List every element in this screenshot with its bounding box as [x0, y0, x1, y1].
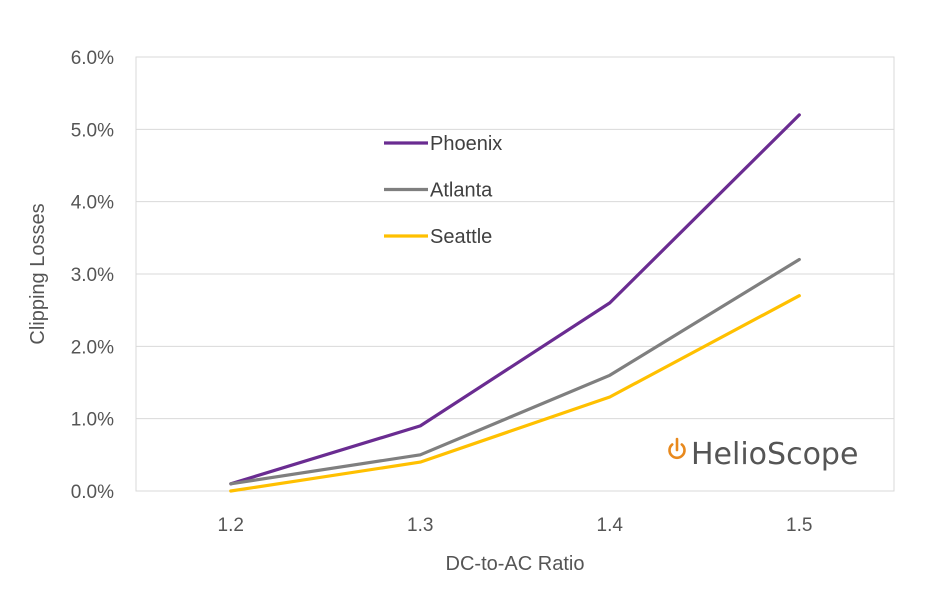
- plot-frame: [135, 56, 895, 492]
- power-icon: [668, 437, 686, 459]
- y-tick-label: 1.0%: [71, 410, 114, 431]
- y-tick-label: 2.0%: [71, 337, 114, 358]
- x-axis-ticks: 1.2 1.3 1.4 1.5: [218, 515, 813, 536]
- y-tick-label: 5.0%: [71, 120, 114, 141]
- x-tick-label: 1.4: [597, 515, 624, 536]
- legend-label-atlanta: Atlanta: [430, 180, 493, 202]
- y-axis-ticks: 0.0% 1.0% 2.0% 3.0% 4.0% 5.0% 6.0%: [71, 48, 114, 503]
- series-line-atlanta: [229, 257, 801, 486]
- gridlines: [136, 56, 894, 492]
- legend-label-seattle: Seattle: [430, 226, 492, 248]
- y-tick-label: 4.0%: [71, 193, 114, 214]
- helioscope-logo: HelioScope: [668, 437, 858, 472]
- series-lines: [229, 113, 801, 493]
- x-tick-label: 1.3: [407, 515, 433, 536]
- logo-text: HelioScope: [691, 437, 858, 472]
- y-tick-label: 3.0%: [71, 265, 114, 286]
- series-line-phoenix: [229, 113, 801, 486]
- y-tick-label: 0.0%: [71, 482, 114, 503]
- legend: Phoenix Atlanta Seattle: [384, 133, 502, 248]
- y-tick-label: 6.0%: [71, 48, 114, 69]
- legend-label-phoenix: Phoenix: [430, 133, 502, 155]
- x-tick-label: 1.5: [786, 515, 812, 536]
- x-axis-title: DC-to-AC Ratio: [446, 553, 585, 575]
- x-tick-label: 1.2: [218, 515, 244, 536]
- y-axis-title: Clipping Losses: [27, 203, 49, 344]
- series-line-seattle: [229, 294, 801, 493]
